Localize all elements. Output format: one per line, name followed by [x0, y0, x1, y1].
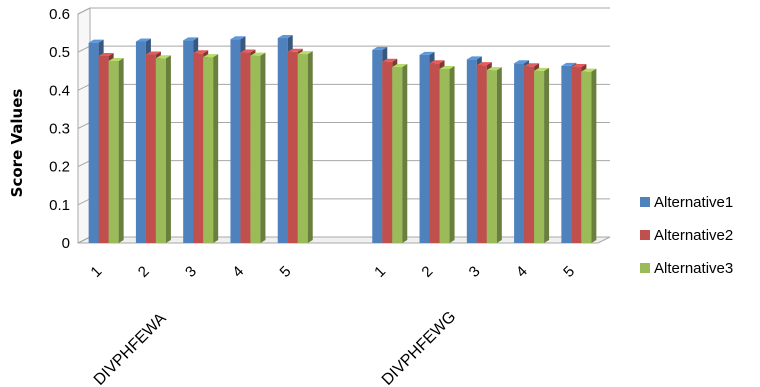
legend-item: Alternative2: [640, 227, 733, 244]
legend-swatch: [640, 263, 650, 273]
gridline: [77, 7, 610, 15]
bar: [108, 57, 124, 243]
group-label: DIVPHFEWG: [379, 308, 460, 387]
legend-swatch: [640, 230, 650, 240]
bar: [297, 51, 313, 244]
legend-swatch: [640, 197, 650, 207]
x-tick-label: 1: [371, 263, 389, 281]
y-axis-label: Score Values: [8, 89, 26, 198]
y-tick-label: 0.2: [49, 159, 70, 176]
x-tick-label: 3: [182, 263, 200, 281]
x-tick-label: 2: [418, 263, 436, 281]
y-tick-label: 0.5: [49, 44, 70, 61]
y-tick-label: 0.1: [49, 197, 70, 214]
bar: [534, 67, 550, 243]
x-tick-label: 4: [229, 263, 247, 281]
group-label: DIVPHFEWA: [91, 310, 170, 387]
legend-label: Alternative3: [654, 260, 733, 277]
bar: [203, 54, 219, 244]
y-tick-label: 0.3: [49, 121, 70, 138]
bar: [392, 64, 408, 243]
x-tick-label: 1: [87, 263, 105, 281]
x-tick-label: 5: [560, 263, 578, 281]
x-axis: 1 2 3 4 5 1 2 3 4 5 DIVPHFEWA DIVPHFEWG: [87, 263, 578, 387]
bars: [88, 35, 597, 244]
bar: [250, 52, 266, 243]
gridline: [77, 45, 610, 53]
legend-label: Alternative2: [654, 227, 733, 244]
y-tick-label: 0.4: [49, 82, 70, 99]
y-tick-label: 0.6: [49, 6, 70, 23]
bar: [439, 65, 455, 244]
bar: [581, 68, 597, 243]
legend-item: Alternative3: [640, 260, 733, 277]
bar: [486, 67, 502, 243]
y-axis: 0 0.1 0.2 0.3 0.4 0.5 0.6: [49, 6, 70, 252]
x-tick-label: 4: [513, 263, 531, 281]
y-tick-label: 0: [62, 235, 70, 252]
bar: [155, 55, 171, 244]
x-tick-label: 5: [277, 263, 295, 281]
legend-label: Alternative1: [654, 194, 733, 211]
legend: Alternative1 Alternative2 Alternative3: [640, 194, 733, 277]
x-tick-label: 3: [466, 263, 484, 281]
legend-item: Alternative1: [640, 194, 733, 211]
x-tick-label: 2: [135, 263, 153, 281]
